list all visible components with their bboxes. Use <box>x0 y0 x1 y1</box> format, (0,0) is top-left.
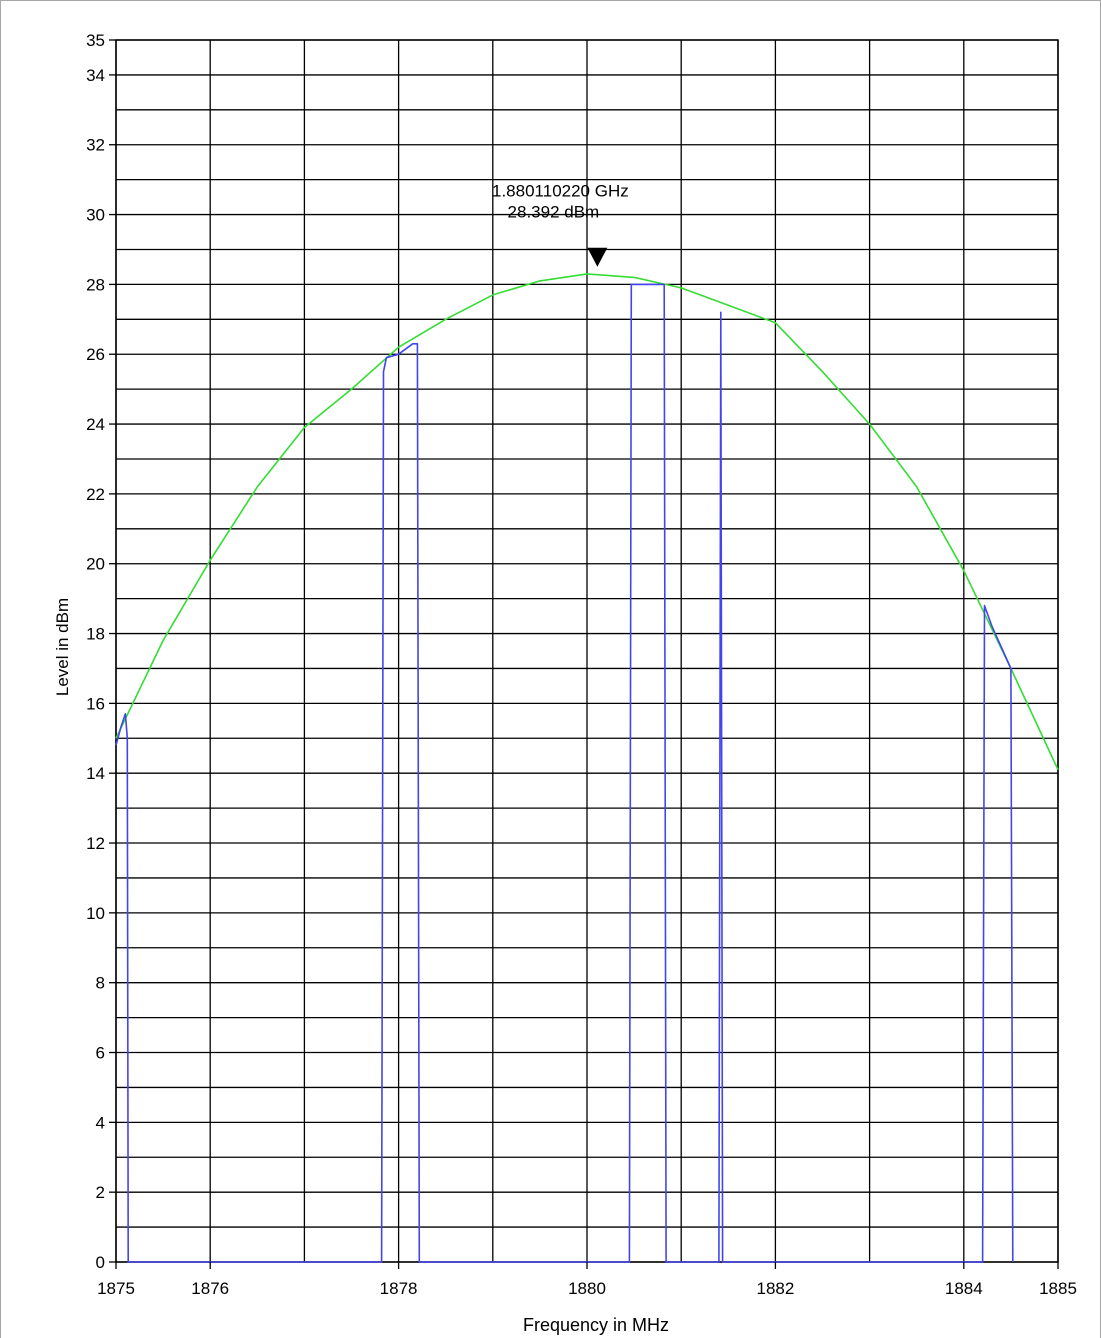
y-tick-label: 2 <box>96 1183 105 1202</box>
x-tick-label: 1882 <box>756 1279 794 1298</box>
y-tick-label: 18 <box>86 625 105 644</box>
y-tick-label: 30 <box>86 206 105 225</box>
peak-marker: 1.880110220 GHz 28.392 dBm <box>492 182 629 267</box>
y-tick-label: 14 <box>86 764 105 783</box>
y-tick-label: 8 <box>96 974 105 993</box>
marker-frequency-label: 1.880110220 GHz <box>492 182 629 201</box>
marker-triangle-icon <box>587 247 608 267</box>
y-tick-label: 16 <box>86 694 105 713</box>
y-tick-label: 28 <box>86 275 105 294</box>
x-tick-label: 1885 <box>1039 1279 1077 1298</box>
x-tick-label: 1875 <box>97 1279 135 1298</box>
y-tick-label: 35 <box>86 31 105 50</box>
y-axis-label: Level in dBm <box>53 598 72 696</box>
series-line-1 <box>115 273 1059 771</box>
y-tick-label: 22 <box>86 485 105 504</box>
grid <box>115 39 1059 1263</box>
y-tick-label: 4 <box>96 1113 105 1132</box>
x-tick-label: 1880 <box>568 1279 606 1298</box>
y-tick-label: 10 <box>86 904 105 923</box>
y-tick-label: 12 <box>86 834 105 853</box>
series-line-2 <box>115 283 1014 1263</box>
y-tick-label: 6 <box>96 1044 105 1063</box>
series-group <box>115 273 1059 1263</box>
y-tick-label: 20 <box>86 555 105 574</box>
y-tick-label: 24 <box>86 415 105 434</box>
x-axis-label: Frequency in MHz <box>523 1315 669 1335</box>
y-tick-label: 26 <box>86 345 105 364</box>
x-tick-label: 1876 <box>191 1279 229 1298</box>
y-tick-label: 0 <box>96 1253 105 1272</box>
y-tick-label: 32 <box>86 136 105 155</box>
y-tick-label: 34 <box>86 66 105 85</box>
x-tick-label: 1884 <box>945 1279 983 1298</box>
marker-level-label: 28.392 dBm <box>508 203 600 222</box>
x-tick-label: 1878 <box>380 1279 418 1298</box>
